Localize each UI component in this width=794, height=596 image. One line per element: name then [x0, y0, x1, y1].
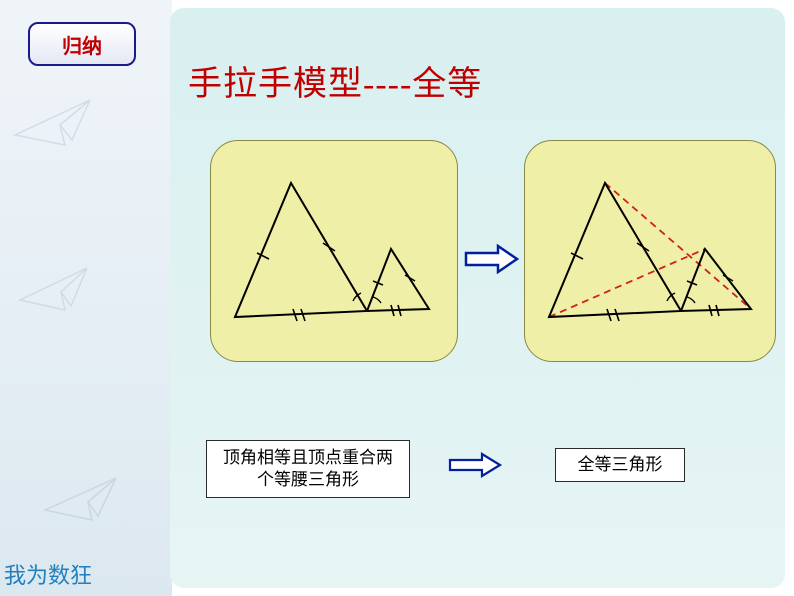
caption-left: 顶角相等且顶点重合两个等腰三角形	[206, 440, 410, 498]
diagram-right-box	[524, 140, 776, 362]
caption-right: 全等三角形	[555, 448, 685, 482]
arrow-icon	[448, 452, 504, 478]
page-title: 手拉手模型----全等	[188, 56, 482, 105]
paper-plane-icon	[15, 260, 95, 315]
sidebar-bg	[0, 0, 172, 596]
diagram-left	[211, 141, 459, 363]
paper-plane-icon	[40, 470, 125, 525]
diagram-left-box	[210, 140, 458, 362]
tag-label: 归纳	[62, 30, 102, 59]
arrow-icon	[464, 244, 520, 274]
tag-box: 归纳	[28, 22, 136, 66]
paper-plane-icon	[10, 90, 100, 150]
footer-text: 我为数狂	[4, 558, 92, 590]
diagram-right	[525, 141, 777, 363]
